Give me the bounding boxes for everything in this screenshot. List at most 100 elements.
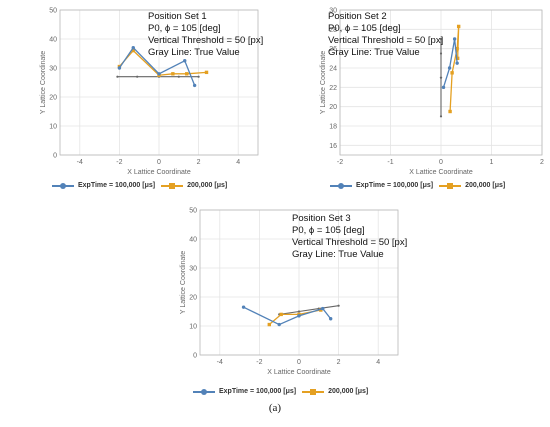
figure-caption: (a)	[268, 402, 282, 414]
data-point-true-value	[297, 310, 301, 313]
annotation-line: P0, ϕ = 105 [deg]	[328, 23, 401, 34]
y-tick-label: 16	[329, 143, 337, 150]
y-tick-label: 40	[49, 37, 57, 44]
legend-label-200k: 200,000 [μs]	[465, 182, 506, 189]
chart-position-set-2: -2 -1 0 1 2 16 18 20 22 24 26 28 30 X Lattice Coordin…	[320, 8, 544, 177]
y-tick-label: 10	[49, 124, 57, 131]
square-marker-icon	[447, 182, 454, 189]
data-point-100k	[117, 66, 122, 70]
data-point-200k	[456, 24, 461, 29]
annotation-line: Gray Line: True Value	[328, 47, 420, 58]
data-point-100k	[321, 306, 325, 311]
legend-item-200k: 200,000 [μs]	[439, 182, 505, 189]
plot-frame	[339, 9, 543, 156]
y-tick-label: 10	[189, 324, 197, 331]
x-tick-label: 0	[157, 159, 161, 166]
legend-swatch-orange	[161, 182, 184, 189]
data-point-100k	[328, 317, 333, 321]
annotation-line: P0, ϕ = 105 [deg]	[292, 225, 365, 236]
x-tick-label: 0	[297, 359, 301, 366]
plot-frame	[199, 209, 399, 356]
legend-swatch-blue	[52, 182, 74, 189]
legend-item-100k: ExpTime = 100,000 [μs]	[52, 182, 155, 189]
x-tick-label: 2	[540, 159, 544, 166]
y-axis-label: Y Lattice Coordinate	[180, 251, 187, 314]
y-tick-label: 28	[329, 27, 337, 34]
legend-label-200k: 200,000 [μs]	[328, 388, 369, 395]
data-point-200k	[267, 322, 271, 327]
data-point-true-value	[439, 37, 443, 41]
legend-swatch-orange	[439, 182, 462, 189]
data-point-100k	[131, 46, 135, 50]
square-marker-icon	[310, 388, 317, 395]
legend-swatch-orange	[302, 388, 325, 395]
data-point-100k	[277, 322, 281, 327]
legend-swatch-blue	[193, 388, 215, 395]
circle-marker-icon	[60, 182, 66, 189]
legend-item-100k: ExpTime = 100,000 [μs]	[193, 388, 296, 395]
legend-position-set-3: ExpTime = 100,000 [μs] 200,000 [μs]	[193, 388, 368, 395]
legend-label-200k: 200,000 [μs]	[187, 182, 228, 189]
x-tick-label: -1	[387, 159, 393, 166]
data-point-true-value	[439, 76, 443, 79]
x-tick-label: 1	[490, 159, 494, 166]
annotation-line: Position Set 3	[292, 213, 351, 224]
x-tick-label: 2	[197, 159, 201, 166]
x-tick-label: 4	[236, 159, 240, 166]
data-point-200k	[448, 109, 452, 114]
data-point-100k	[441, 85, 446, 90]
data-point-true-value	[439, 52, 443, 55]
data-point-true-value	[337, 304, 340, 307]
data-point-100k	[241, 305, 246, 309]
annotation-line: Position Set 1	[148, 11, 207, 22]
data-point-200k	[185, 72, 189, 76]
x-axis-label: X Lattice Coordinate	[127, 169, 191, 176]
y-tick-label: 40	[189, 237, 197, 244]
y-tick-label: 0	[193, 353, 197, 360]
data-point-100k	[297, 314, 301, 318]
data-point-200k	[279, 312, 283, 317]
y-axis-label: Y Lattice Coordinate	[320, 51, 327, 114]
legend-position-set-2: ExpTime = 100,000 [μs] 200,000 [μs]	[330, 182, 505, 189]
x-axis-label: X Lattice Coordinate	[267, 369, 331, 376]
y-tick-label: 50	[49, 8, 57, 15]
legend-item-200k: 200,000 [μs]	[302, 388, 368, 395]
series-line-100k	[442, 38, 458, 88]
annotation-line: Vertical Threshold = 50 [px]	[292, 237, 407, 248]
legend-swatch-blue	[330, 182, 352, 189]
circle-marker-icon	[338, 182, 344, 189]
data-point-true-value	[116, 75, 119, 78]
data-point-true-value	[177, 75, 180, 78]
x-tick-label: -4	[77, 159, 83, 166]
legend-label-100k: ExpTime = 100,000 [μs]	[78, 182, 156, 189]
x-axis-label: X Lattice Coordinate	[409, 169, 473, 176]
y-tick-label: 30	[189, 266, 197, 273]
data-point-200k	[450, 71, 454, 75]
series-line-true-value	[279, 305, 339, 315]
x-tick-label: -2	[256, 359, 262, 366]
y-tick-label: 50	[189, 208, 197, 215]
annotation-line: Position Set 2	[328, 11, 387, 22]
annotation-line: Gray Line: True Value	[148, 47, 240, 58]
legend-item-100k: ExpTime = 100,000 [μs]	[330, 182, 433, 189]
data-point-200k	[455, 56, 460, 61]
data-point-100k	[183, 59, 187, 63]
legend-label-100k: ExpTime = 100,000 [μs]	[356, 182, 434, 189]
legend-item-200k: 200,000 [μs]	[161, 182, 227, 189]
series-line-100k	[243, 306, 332, 326]
y-tick-label: 30	[49, 66, 57, 73]
data-point-200k	[171, 72, 175, 76]
y-tick-label: 26	[329, 46, 337, 53]
data-point-true-value	[197, 75, 200, 78]
y-tick-label: 24	[329, 66, 337, 73]
data-point-100k	[455, 61, 459, 65]
annotation-line: P0, ϕ = 105 [deg]	[148, 23, 221, 34]
y-tick-label: 20	[189, 295, 197, 302]
x-tick-label: 0	[439, 159, 443, 166]
square-marker-icon	[169, 182, 176, 189]
x-tick-label: 4	[376, 359, 380, 366]
x-tick-label: -4	[217, 359, 223, 366]
x-tick-label: -2	[116, 159, 122, 166]
plot-frame	[59, 9, 259, 156]
